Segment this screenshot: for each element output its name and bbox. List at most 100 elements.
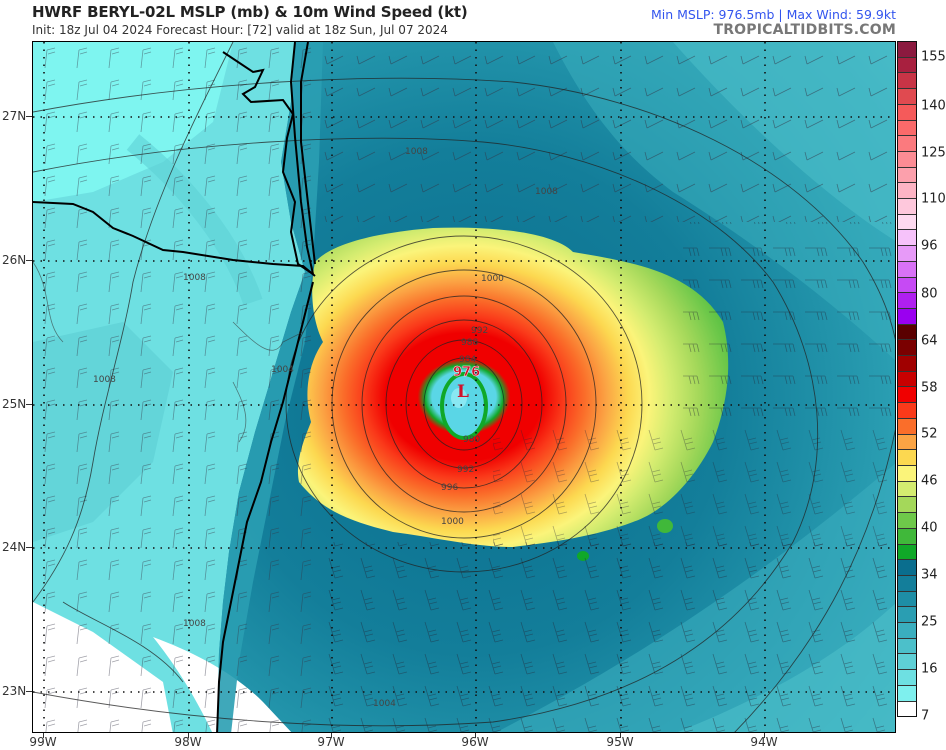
svg-text:984: 984 (459, 355, 476, 365)
colorbar-segment (898, 701, 916, 717)
svg-text:988: 988 (461, 338, 478, 348)
colorbar-label: 58 (921, 380, 938, 396)
colorbar-segment (898, 654, 916, 671)
colorbar-segment (898, 638, 916, 655)
svg-text:980: 980 (463, 435, 480, 445)
colorbar-segment (898, 685, 916, 702)
colorbar-label: 52 (921, 426, 938, 442)
colorbar-segment (898, 151, 916, 168)
wind-speed-colorbar (897, 41, 917, 717)
colorbar-segment (898, 120, 916, 137)
svg-text:1008: 1008 (183, 619, 206, 629)
header-subtitle: Init: 18z Jul 04 2024 Forecast Hour: [72… (32, 23, 448, 37)
lon-tick (331, 733, 332, 738)
colorbar-segment (898, 199, 916, 215)
stats-summary: Min MSLP: 976.5mb | Max Wind: 59.9kt (650, 7, 896, 22)
lon-label-94w: 94W (750, 735, 778, 749)
colorbar-segment (898, 261, 916, 278)
isobars (33, 42, 895, 732)
svg-text:1000: 1000 (481, 274, 504, 284)
colorbar-label: 64 (921, 333, 938, 349)
colorbar-segment (898, 465, 916, 482)
svg-text:1004: 1004 (271, 365, 294, 375)
colorbar-label: 40 (921, 520, 938, 536)
lon-label-98w: 98W (174, 735, 202, 749)
colorbar-segment (898, 293, 916, 309)
colorbar-segment (898, 246, 916, 262)
lon-tick (475, 733, 476, 738)
svg-text:1008: 1008 (183, 273, 206, 283)
lat-label-25n: 25N (2, 397, 27, 411)
colorbar-segment (898, 607, 916, 624)
low-symbol-icon: L (457, 382, 469, 402)
colorbar-segment (898, 230, 916, 247)
wind-field-map: 1008 1008 1008 1008 1008 1004 1004 1000 … (33, 42, 895, 732)
colorbar-label: 46 (921, 473, 938, 489)
svg-text:1000: 1000 (441, 517, 464, 527)
colorbar-segment (898, 57, 916, 74)
svg-text:1004: 1004 (373, 699, 396, 709)
colorbar-segment (898, 497, 916, 514)
colorbar-segment (898, 418, 916, 435)
isobar-labels: 1008 1008 1008 1008 1008 1004 1004 1000 … (93, 147, 558, 709)
lon-tick (188, 733, 189, 738)
svg-text:1008: 1008 (405, 147, 428, 157)
colorbar-segment (898, 528, 916, 545)
header-title: HWRF BERYL-02L MSLP (mb) & 10m Wind Spee… (32, 3, 468, 21)
colorbar-segment (898, 575, 916, 592)
colorbar-segment (898, 403, 916, 419)
colorbar-segment (898, 387, 916, 404)
colorbar-segment (898, 670, 916, 686)
min-pressure-label: 976 (453, 365, 480, 380)
colorbar-segment (898, 277, 916, 294)
lat-lon-grid (33, 42, 895, 732)
lon-label-96w: 96W (461, 735, 489, 749)
colorbar-label: 110 (921, 191, 946, 207)
colorbar-label: 16 (921, 661, 938, 677)
svg-text:1008: 1008 (93, 375, 116, 385)
colorbar-segment (898, 623, 916, 639)
colorbar-segment (898, 42, 916, 58)
colorbar-segment (898, 183, 916, 200)
colorbar-label: 80 (921, 286, 938, 302)
colorbar-segment (898, 560, 916, 576)
colorbar-label: 155 (921, 49, 946, 65)
lat-label-27n: 27N (2, 109, 27, 123)
lon-label-95w: 95W (606, 735, 634, 749)
inland-rivers (33, 261, 304, 443)
colorbar-segment (898, 591, 916, 608)
colorbar-label: 7 (921, 708, 930, 724)
low-pressure-center[interactable]: 976 L (453, 365, 481, 402)
colorbar-segment (898, 544, 916, 561)
coastline (33, 42, 316, 732)
map-canvas[interactable]: 1008 1008 1008 1008 1008 1004 1004 1000 … (32, 41, 896, 733)
lat-tick (26, 116, 32, 117)
colorbar-segment (898, 214, 916, 231)
lat-label-23n: 23N (2, 684, 27, 698)
lon-tick (620, 733, 621, 738)
lon-tick (43, 733, 44, 738)
colorbar-label: 34 (921, 567, 938, 583)
colorbar-segment (898, 434, 916, 451)
colorbar-segment (898, 104, 916, 121)
colorbar-label: 25 (921, 614, 938, 630)
svg-text:992: 992 (457, 465, 474, 475)
colorbar-segment (898, 167, 916, 184)
lat-tick (26, 260, 32, 261)
colorbar-label: 96 (921, 238, 938, 254)
colorbar-segment (898, 481, 916, 498)
colorbar-segment (898, 371, 916, 388)
colorbar-segment (898, 450, 916, 466)
colorbar-segment (898, 324, 916, 341)
brand-watermark: TROPICALTIDBITS.COM (713, 22, 896, 38)
lat-tick (26, 547, 32, 548)
colorbar-segment (898, 513, 916, 529)
lon-label-97w: 97W (317, 735, 345, 749)
lat-tick (26, 404, 32, 405)
svg-text:1008: 1008 (535, 187, 558, 197)
lon-label-99w: 99W (29, 735, 57, 749)
colorbar-segment (898, 136, 916, 152)
lon-tick (764, 733, 765, 738)
colorbar-segment (898, 73, 916, 90)
colorbar-segment (898, 89, 916, 105)
